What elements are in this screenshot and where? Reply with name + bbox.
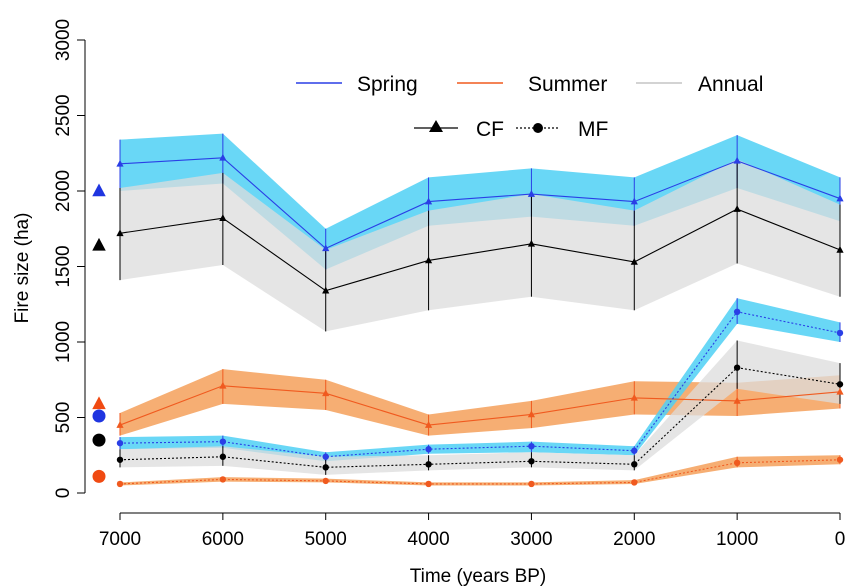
y-tick-label: 500 [53,402,74,434]
marker-summer-mf [322,477,329,485]
line-summer-cf [119,385,841,426]
band-annual-mf [120,340,840,475]
axes: 0 500 1000 1500 2000 2500 3000 7000 6000 5000 4000… [53,19,845,550]
marker-spring-mf [219,438,227,445]
marker-spring-cf [424,197,433,205]
x-tick-label: 7000 [99,529,141,550]
legend-annual-label: Annual [698,73,763,96]
x-axis-title: Time (years BP) [410,566,547,587]
y-tick-label: 1500 [53,245,74,287]
marker-summer-cf [733,396,741,404]
series-markers [116,153,844,488]
marker-annual-cf [836,245,844,253]
marker-spring-mf [425,446,432,453]
marker-spring-mf [733,308,741,315]
marker-spring-cf [322,244,330,252]
marker-spring-mf [528,442,535,450]
marker-annual-cf [322,286,330,294]
marker-spring-mf [836,329,844,337]
marker-annual-cf [527,239,536,247]
x-tick-label: 6000 [202,529,244,550]
marker-annual-cf [733,205,741,212]
marker-spring-cf [527,190,536,197]
legend: Spring Summer Annual CF MF [296,73,763,141]
marker-summer-mf [528,480,535,488]
reference-points [92,183,106,483]
legend-cf-triangle-marker [429,120,443,132]
line-spring-mf [119,311,841,458]
reference-point-spring-mf [92,409,106,423]
marker-summer-mf [733,459,741,466]
marker-summer-mf [425,480,432,488]
x-tick-label: 4000 [407,529,449,550]
band-summer-cf [120,369,840,436]
marker-annual-mf [631,461,638,468]
reference-point-summer-mf [92,469,106,483]
marker-spring-cf [836,194,844,202]
marker-spring-cf [219,153,227,161]
line-summer-mf [119,459,841,485]
x-tick-label: 3000 [510,529,552,550]
legend-mf-label: MF [578,118,608,141]
marker-annual-mf [425,461,432,468]
marker-summer-cf [219,381,227,389]
legend-spring-label: Spring [357,73,418,96]
marker-summer-cf [424,421,433,428]
marker-annual-mf [733,364,741,371]
y-tick-label: 2500 [53,94,74,136]
marker-summer-mf [836,456,844,463]
marker-summer-mf [219,476,227,483]
band-spring-mf [120,298,840,462]
marker-spring-mf [116,439,124,447]
marker-summer-mf [116,480,124,488]
reference-point-spring-cf [92,183,106,197]
marker-summer-cf [630,393,638,401]
marker-annual-cf [630,257,638,265]
legend-mf-circle-marker [533,123,543,133]
marker-summer-cf [527,410,536,418]
marker-spring-mf [631,447,638,454]
line-annual-cf [119,208,841,292]
marker-annual-cf [219,214,227,221]
y-tick-label: 3000 [53,19,74,61]
marker-spring-cf [630,197,638,205]
legend-summer-label: Summer [528,73,607,96]
band-annual-cf [120,159,840,332]
reference-point-annual-cf [92,237,106,251]
legend-cf-label: CF [476,118,504,141]
marker-summer-cf [836,387,844,395]
x-tick-label: 5000 [305,529,347,550]
x-tick-label: 0 [835,529,845,550]
confidence-bands [120,133,840,486]
y-tick-label: 2000 [53,170,74,212]
x-tick-label: 1000 [716,529,758,550]
marker-summer-cf [322,389,330,397]
marker-annual-cf [116,229,124,237]
line-spring-cf [119,157,841,250]
y-axis-title: Fire size (ha) [12,213,33,324]
marker-spring-cf [116,159,124,167]
y-tick-label: 1000 [53,321,74,363]
marker-spring-mf [322,453,329,460]
marker-annual-mf [836,381,844,388]
reference-point-annual-mf [92,433,106,447]
x-tick-label: 2000 [613,529,655,550]
marker-annual-mf [322,464,329,471]
marker-summer-cf [116,421,124,428]
line-annual-mf [119,367,841,468]
series-lines [119,133,841,486]
marker-summer-mf [631,479,638,486]
marker-spring-cf [733,156,741,164]
y-tick-label: 0 [53,488,74,499]
reference-point-summer-cf [92,396,106,410]
marker-annual-cf [424,256,433,264]
marker-annual-mf [528,458,535,465]
marker-annual-mf [116,456,124,463]
marker-annual-mf [219,453,227,460]
